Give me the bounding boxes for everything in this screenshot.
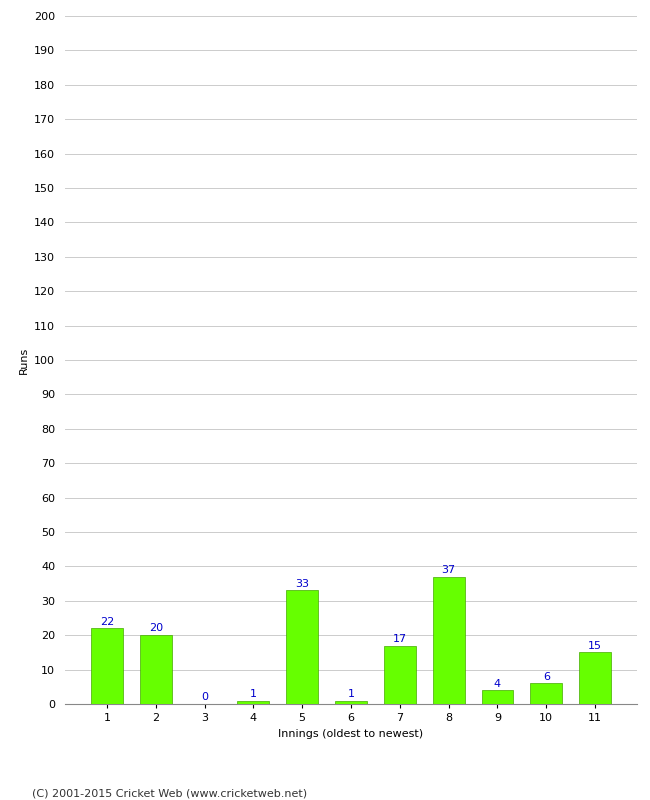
Text: 1: 1 <box>250 689 257 699</box>
Bar <box>433 577 465 704</box>
Bar <box>482 690 514 704</box>
Bar <box>140 635 172 704</box>
Text: 0: 0 <box>201 692 208 702</box>
X-axis label: Innings (oldest to newest): Innings (oldest to newest) <box>278 729 424 738</box>
Text: 22: 22 <box>99 617 114 626</box>
Text: 33: 33 <box>295 578 309 589</box>
Bar <box>237 701 269 704</box>
Text: 1: 1 <box>348 689 354 699</box>
Text: (C) 2001-2015 Cricket Web (www.cricketweb.net): (C) 2001-2015 Cricket Web (www.cricketwe… <box>32 788 307 798</box>
Text: 15: 15 <box>588 641 602 650</box>
Text: 37: 37 <box>441 565 456 575</box>
Text: 4: 4 <box>494 678 501 689</box>
Bar <box>91 628 123 704</box>
Bar <box>579 653 611 704</box>
Bar <box>286 590 318 704</box>
Text: 6: 6 <box>543 672 550 682</box>
Bar <box>384 646 416 704</box>
Text: 20: 20 <box>149 623 162 634</box>
Y-axis label: Runs: Runs <box>19 346 29 374</box>
Text: 17: 17 <box>393 634 407 644</box>
Bar <box>530 683 562 704</box>
Bar <box>335 701 367 704</box>
